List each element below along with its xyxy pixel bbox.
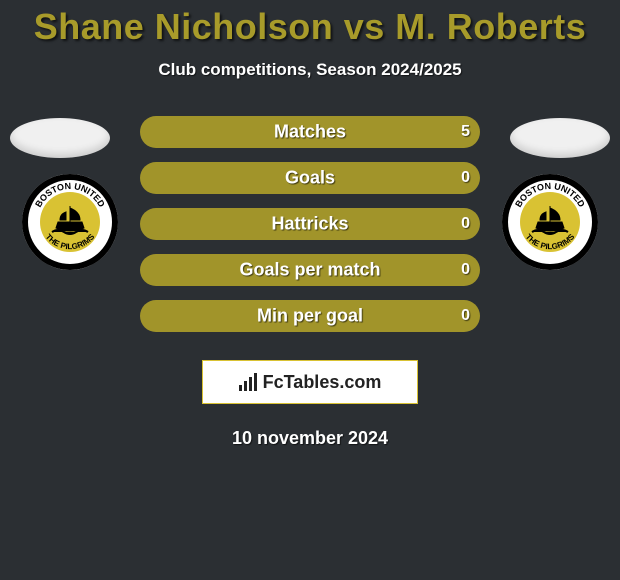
stat-bar-right xyxy=(310,208,480,240)
stat-row: Matches5 xyxy=(140,116,480,148)
player-right-club-badge: BOSTON UNITED THE PILGRIMS xyxy=(500,172,600,272)
stat-row: Goals0 xyxy=(140,162,480,194)
stat-bar-right xyxy=(310,162,480,194)
brand-text: FcTables.com xyxy=(263,372,382,393)
player-left-club-badge: BOSTON UNITED THE PILGRIMS xyxy=(20,172,120,272)
generated-date: 10 november 2024 xyxy=(0,428,620,449)
brand: FcTables.com xyxy=(239,372,382,393)
chart-icon xyxy=(239,373,257,391)
stat-bar-right xyxy=(310,300,480,332)
stat-bar-right xyxy=(310,254,480,286)
subtitle: Club competitions, Season 2024/2025 xyxy=(0,60,620,80)
page-title: Shane Nicholson vs M. Roberts xyxy=(0,0,620,48)
stat-bar-left xyxy=(140,300,310,332)
stat-bar-right xyxy=(140,116,480,148)
stats-comparison: BOSTON UNITED THE PILGRIMS BOSTON UNITED… xyxy=(0,116,620,346)
player-left-avatar-placeholder xyxy=(10,118,110,158)
stat-row: Hattricks0 xyxy=(140,208,480,240)
stat-bar-left xyxy=(140,162,310,194)
brand-box: FcTables.com xyxy=(202,360,418,404)
stat-bar-left xyxy=(140,254,310,286)
stat-row: Goals per match0 xyxy=(140,254,480,286)
stat-row: Min per goal0 xyxy=(140,300,480,332)
player-right-avatar-placeholder xyxy=(510,118,610,158)
stat-bars: Matches5 Goals0 Hattricks0 Goals per match0… xyxy=(140,116,480,346)
stat-bar-left xyxy=(140,208,310,240)
